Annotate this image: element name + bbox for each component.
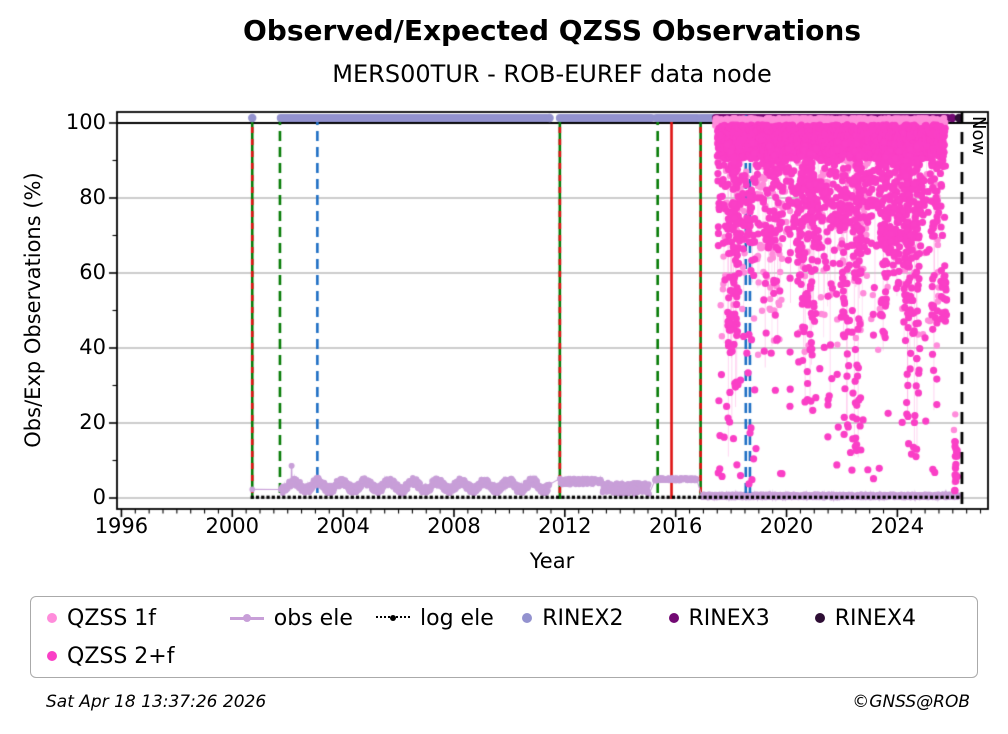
y-tick-label: 20	[79, 410, 106, 434]
qzss-2-f-marker-icon	[47, 651, 57, 661]
y-axis-label: Obs/Exp Observations (%)	[21, 172, 45, 448]
x-tick-label: 2004	[316, 514, 370, 538]
y-tick-label: 80	[79, 184, 106, 209]
legend: QZSS 1f obs ele log ele RINEX2 RINEX3 RINEX4 Q…	[30, 596, 978, 678]
x-tick-label: 2008	[427, 514, 481, 538]
chart-subtitle: MERS00TUR - ROB-EUREF data node	[332, 60, 772, 88]
obs-ele-marker-icon	[229, 612, 264, 624]
x-tick-label: 2020	[759, 514, 814, 538]
chart-title: Observed/Expected QZSS Observations	[242, 14, 862, 47]
x-tick-label: 1996	[94, 514, 149, 538]
legend-label: QZSS 1f	[67, 605, 157, 631]
legend-item-qzss-2-f: QZSS 2+f	[47, 644, 230, 669]
legend-label: RINEX3	[688, 605, 770, 631]
x-tick-label: 2000	[205, 514, 260, 538]
legend-item-rinex2: RINEX2	[522, 606, 668, 631]
timestamp-text: Sat Apr 18 13:37:26 2026	[46, 692, 267, 712]
legend-item-qzss-1f: QZSS 1f	[47, 606, 230, 631]
rinex3-marker-icon	[668, 613, 679, 623]
log-ele-marker-icon	[376, 612, 411, 624]
x-tick-label: 2012	[538, 514, 592, 538]
x-axis-label: Year	[529, 549, 575, 573]
legend-label: RINEX2	[542, 605, 624, 631]
credit-text: ©GNSS@ROB	[852, 692, 970, 712]
legend-item-rinex4: RINEX4	[814, 605, 961, 631]
rinex2-marker-icon	[522, 613, 533, 623]
legend-item-rinex3: RINEX3	[668, 605, 815, 631]
legend-label: obs ele	[273, 605, 353, 631]
qzss-1f-marker-icon	[47, 613, 57, 623]
legend-label: RINEX4	[834, 605, 916, 631]
plot-canvas	[0, 0, 1008, 585]
y-tick-label: 60	[79, 259, 106, 284]
legend-item-obs-ele: obs ele	[229, 605, 376, 631]
rinex4-marker-icon	[814, 613, 825, 623]
legend-item-log-ele: log ele	[376, 606, 522, 631]
now-annotation: Now	[967, 116, 989, 156]
y-tick-label: 0	[92, 485, 106, 509]
x-tick-label: 2024	[870, 514, 925, 538]
y-tick-label: 40	[79, 335, 106, 359]
legend-label: log ele	[420, 605, 494, 631]
legend-label: QZSS 2+f	[67, 643, 175, 669]
y-tick-label: 100	[65, 109, 106, 134]
x-tick-label: 2016	[648, 514, 703, 538]
